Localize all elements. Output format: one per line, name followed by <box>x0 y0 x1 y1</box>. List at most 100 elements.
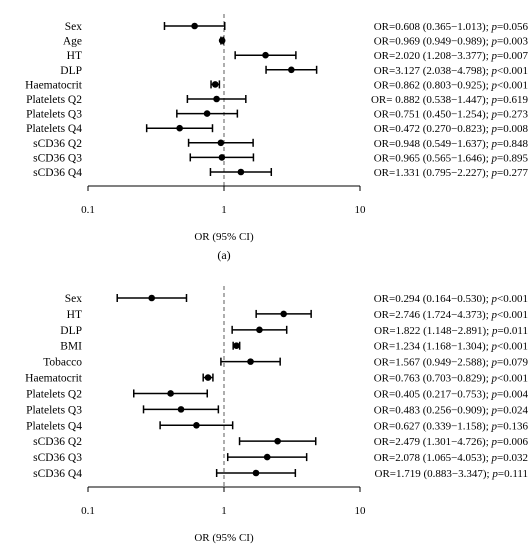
or-ci-p-text: OR= 0.882 (0.538−1.447); p=0.619 <box>371 94 529 106</box>
or-point <box>280 310 287 318</box>
panel-b: 0.1 1 10 OR (95% CI) Sex OR=0.294 (0.164−0.53… <box>25 286 528 544</box>
row-label: Age <box>63 36 82 48</box>
or-ci-text: OR=2.078 (1.065−4.053); <box>374 452 492 464</box>
row-label: Haematocrit <box>25 79 83 91</box>
x-tick-label: 10 <box>355 204 367 216</box>
p-symbol: p <box>491 152 498 164</box>
or-ci-p-text: OR=0.608 (0.365−1.013); p=0.056 <box>374 21 529 33</box>
row-label: Tobacco <box>43 357 82 369</box>
p-value-text: <0.001 <box>497 373 528 385</box>
p-value-text: <0.001 <box>497 341 528 353</box>
or-ci-text: OR=0.472 (0.270−0.823); <box>374 123 492 135</box>
or-ci-text: OR=0.608 (0.365−1.013); <box>374 21 492 33</box>
p-value-text: =0.011 <box>497 325 528 337</box>
row-label: sCD36 Q4 <box>33 468 82 480</box>
p-value-text: =0.004 <box>497 388 528 400</box>
p-value-text: =0.079 <box>497 357 528 369</box>
or-point <box>274 437 281 445</box>
p-symbol: p <box>491 388 498 400</box>
or-ci-p-text: OR=0.405 (0.217−0.753); p=0.004 <box>374 388 529 400</box>
p-value-text: =0.007 <box>497 50 528 62</box>
or-point <box>213 95 220 103</box>
or-ci-p-text: OR=2.746 (1.724−4.373); p<0.001 <box>374 309 528 321</box>
or-ci-text: OR=1.567 (0.949−2.588); <box>374 357 492 369</box>
or-ci-text: OR=2.479 (1.301−4.726); <box>374 436 492 448</box>
p-value-text: =0.136 <box>497 420 528 432</box>
x-tick-label: 1 <box>221 204 227 216</box>
p-symbol: p <box>491 50 498 62</box>
p-value-text: =0.273 <box>497 109 528 121</box>
row-label: sCD36 Q3 <box>33 452 82 464</box>
or-ci-p-text: OR=1.822 (1.148−2.891); p=0.011 <box>374 325 528 337</box>
x-tick-label: 1 <box>221 505 227 517</box>
or-ci-p-text: OR=2.078 (1.065−4.053); p=0.032 <box>374 452 528 464</box>
p-symbol: p <box>491 357 498 369</box>
row-label: Sex <box>65 21 83 33</box>
p-symbol: p <box>491 293 498 305</box>
p-symbol: p <box>491 436 498 448</box>
or-point <box>217 139 225 147</box>
row-label: Platelets Q3 <box>26 404 82 416</box>
x-tick-label: 10 <box>355 505 367 517</box>
or-point <box>218 154 226 161</box>
or-ci-text: OR= 0.882 (0.538−1.447); <box>371 94 492 106</box>
p-value-text: =0.024 <box>497 404 528 416</box>
or-ci-p-text: OR=0.948 (0.549−1.637); p=0.848 <box>374 138 529 150</box>
row-label: DLP <box>60 65 82 77</box>
row-label: Haematocrit <box>25 373 83 385</box>
or-ci-p-text: OR=0.969 (0.949−0.989); p=0.003 <box>374 36 529 48</box>
or-ci-p-text: OR=0.751 (0.450−1.254); p=0.273 <box>374 109 529 121</box>
or-ci-text: OR=0.751 (0.450−1.254); <box>374 109 492 121</box>
or-ci-p-text: OR=1.719 (0.883−3.347); p=0.111 <box>375 468 528 480</box>
or-point <box>203 110 211 117</box>
or-ci-p-text: OR=1.567 (0.949−2.588); p=0.079 <box>374 357 529 369</box>
row-label: sCD36 Q3 <box>33 152 82 164</box>
or-ci-text: OR=3.127 (2.038−4.798); <box>374 65 492 77</box>
p-symbol: p <box>491 36 498 48</box>
row-label: Sex <box>65 293 83 305</box>
panel-a: 0.1 1 10 OR (95% CI) (a) Sex OR=0.608 (0.365−1… <box>25 14 528 262</box>
row-label: sCD36 Q2 <box>33 436 82 448</box>
p-value-text: =0.111 <box>498 468 528 480</box>
p-symbol: p <box>491 309 498 321</box>
p-symbol: p <box>491 325 498 337</box>
p-symbol: p <box>491 94 498 106</box>
p-symbol: p <box>491 123 498 135</box>
x-axis-label: OR (95% CI) <box>194 532 254 544</box>
or-ci-p-text: OR=2.479 (1.301−4.726); p=0.006 <box>374 436 529 448</box>
or-point <box>218 37 226 44</box>
or-ci-p-text: OR=0.294 (0.164−0.530); p<0.001 <box>374 293 528 305</box>
row-label: DLP <box>60 325 82 337</box>
or-ci-p-text: OR=2.020 (1.208−3.377); p=0.007 <box>374 50 529 62</box>
or-point <box>237 168 245 176</box>
or-point <box>288 66 295 74</box>
or-ci-p-text: OR=1.234 (1.168−1.304); p<0.001 <box>374 341 528 353</box>
p-value-text: <0.001 <box>497 65 528 77</box>
or-ci-text: OR=2.746 (1.724−4.373); <box>374 309 492 321</box>
or-ci-text: OR=0.965 (0.565−1.646); <box>374 152 492 164</box>
or-ci-text: OR=1.822 (1.148−2.891); <box>374 325 492 337</box>
or-point <box>262 51 269 59</box>
or-point <box>176 124 183 132</box>
p-symbol: p <box>491 65 498 77</box>
row-label: HT <box>67 309 82 321</box>
or-point <box>191 22 198 30</box>
or-ci-text: OR=0.405 (0.217−0.753); <box>374 388 492 400</box>
or-ci-p-text: OR=0.763 (0.703−0.829); p<0.001 <box>374 373 528 385</box>
p-value-text: =0.895 <box>497 152 528 164</box>
row-label: sCD36 Q2 <box>33 138 82 150</box>
or-point <box>148 294 155 302</box>
or-ci-text: OR=1.719 (0.883−3.347); <box>375 468 493 480</box>
or-point <box>193 421 200 429</box>
p-symbol: p <box>491 21 498 33</box>
p-symbol: p <box>491 452 498 464</box>
x-axis-label: OR (95% CI) <box>194 231 254 243</box>
x-tick-label: 0.1 <box>81 505 95 517</box>
row-label: Platelets Q4 <box>26 123 82 135</box>
p-symbol: p <box>491 468 498 480</box>
p-symbol: p <box>491 167 498 179</box>
or-point <box>211 81 219 88</box>
p-value-text: <0.001 <box>497 79 528 91</box>
row-label: sCD36 Q4 <box>33 167 82 179</box>
